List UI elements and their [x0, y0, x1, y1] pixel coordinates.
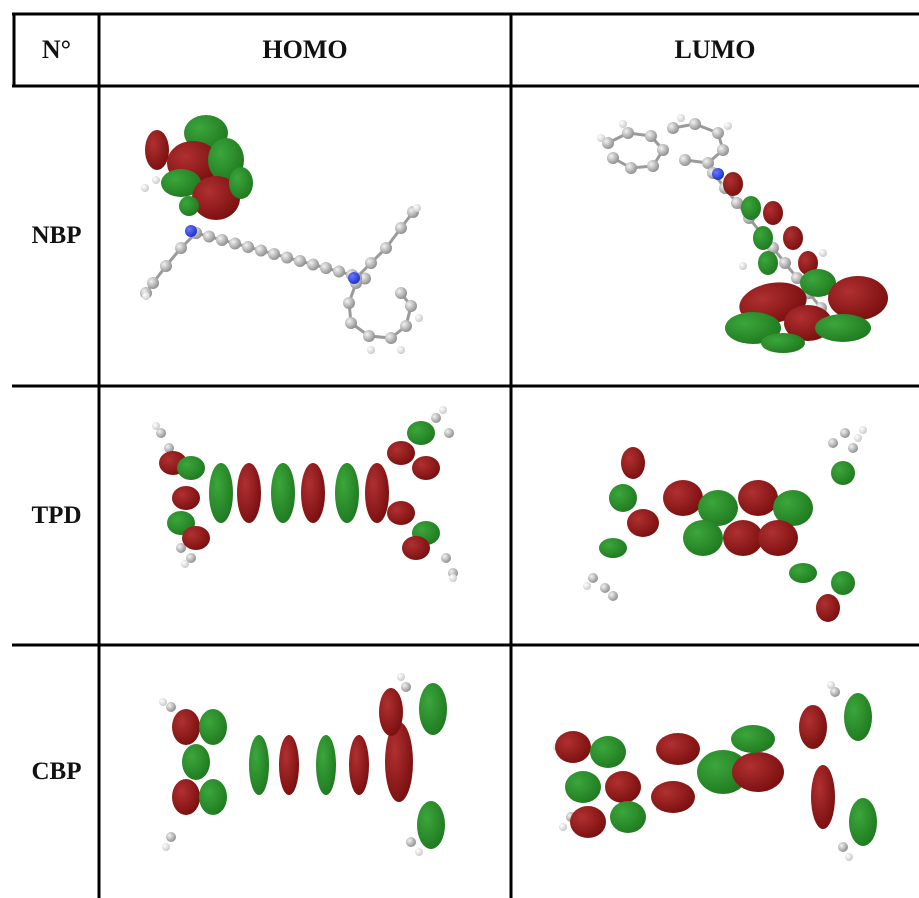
cbp-lumo-orbital-image [513, 647, 919, 898]
row-label-nbp: NBP [31, 222, 82, 249]
tpd-lumo-orbital-image [513, 388, 919, 643]
nbp-homo-orbital-image [101, 88, 509, 384]
header-number: N° [41, 35, 72, 64]
row-label-tpd: TPD [31, 501, 82, 529]
nbp-lumo-orbital-image [513, 88, 919, 384]
cbp-homo-orbital-image [101, 647, 509, 898]
header-homo: HOMO [262, 35, 348, 64]
row-label-cbp: CBP [31, 757, 82, 785]
header-lumo: LUMO [674, 35, 756, 64]
tpd-homo-orbital-image [101, 388, 509, 643]
